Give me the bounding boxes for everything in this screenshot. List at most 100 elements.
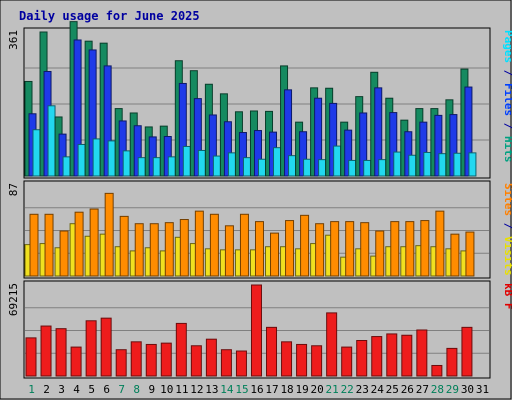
bar-kb-f — [386, 333, 398, 377]
x-tick-label: 22 — [341, 383, 354, 396]
x-tick-label: 31 — [476, 383, 489, 396]
bar-sites — [450, 233, 460, 277]
bar-kb-f — [416, 329, 428, 377]
bar-sites — [270, 232, 280, 277]
bar-kb-f — [25, 337, 37, 377]
x-tick-label: 29 — [446, 383, 459, 396]
bar-pages — [212, 155, 221, 177]
bar-kb-f — [266, 326, 278, 377]
panel-side-legend: Pages / Files / Hits — [502, 30, 512, 163]
x-tick-label: 13 — [205, 383, 218, 396]
bar-pages — [152, 157, 161, 177]
bar-sites — [149, 223, 159, 277]
bar-pages — [468, 152, 477, 177]
x-tick-label: 6 — [103, 383, 110, 396]
bar-sites — [360, 222, 370, 277]
bar-pages — [257, 158, 266, 177]
bar-sites — [254, 221, 264, 277]
bar-pages — [333, 145, 342, 177]
bar-kb-f — [311, 345, 323, 377]
bar-pages — [348, 159, 357, 177]
bar-pages — [107, 140, 116, 177]
legend-entry: Hits — [502, 136, 512, 163]
panel-kbf: 69215 kB F — [7, 280, 512, 379]
x-tick-label: 30 — [461, 383, 474, 396]
x-tick-label: 8 — [133, 383, 140, 396]
legend-entry: Files — [502, 83, 512, 116]
bar-pages — [122, 150, 131, 177]
bar-pages — [303, 158, 312, 177]
x-tick-label: 20 — [311, 383, 324, 396]
x-tick-label: 2 — [43, 383, 50, 396]
bar-pages — [62, 156, 71, 177]
x-tick-label: 4 — [73, 383, 80, 396]
bar-pages — [47, 105, 56, 177]
x-tick-label: 12 — [190, 383, 203, 396]
bar-sites — [179, 219, 189, 277]
bar-pages — [288, 155, 297, 177]
chart-panels: 361 Pages / Files / Hits 87 Sites / Visits 6… — [7, 21, 512, 379]
bar-kb-f — [55, 328, 67, 377]
x-tick-label: 11 — [175, 383, 188, 396]
x-tick-label: 9 — [148, 383, 155, 396]
x-tick-label: 18 — [280, 383, 293, 396]
bar-kb-f — [461, 326, 473, 377]
bar-pages — [363, 159, 372, 177]
bar-pages — [393, 151, 402, 177]
x-tick-label: 5 — [88, 383, 95, 396]
bar-pages — [453, 152, 462, 177]
bar-sites — [420, 220, 430, 277]
bar-pages — [167, 156, 176, 177]
bar-kb-f — [70, 346, 82, 377]
chart-title: Daily usage for June 2025 — [19, 9, 200, 23]
panel-max-label: 87 — [7, 183, 20, 196]
bar-sites — [224, 225, 234, 277]
bar-kb-f — [40, 325, 52, 377]
x-tick-label: 28 — [431, 383, 444, 396]
bar-sites — [44, 213, 54, 277]
bar-pages — [227, 152, 236, 177]
bar-sites — [300, 214, 310, 277]
panel-max-label: 69215 — [7, 283, 20, 316]
x-tick-label: 25 — [386, 383, 399, 396]
panel-side-legend: kB F — [502, 283, 512, 310]
bar-sites — [194, 210, 204, 277]
bar-sites — [89, 208, 99, 277]
bar-sites — [375, 230, 385, 277]
bar-sites — [134, 223, 144, 277]
bar-pages — [197, 149, 206, 177]
bar-sites — [119, 215, 129, 277]
bar-pages — [77, 143, 86, 177]
bar-pages — [242, 157, 251, 177]
legend-entry: kB F — [502, 283, 512, 310]
bar-pages — [318, 159, 327, 177]
bar-pages — [273, 147, 282, 177]
bar-sites — [315, 223, 325, 277]
bar-kb-f — [85, 320, 97, 377]
bar-kb-f — [431, 364, 443, 377]
bar-kb-f — [281, 341, 293, 377]
bar-kb-f — [175, 322, 187, 377]
bar-pages — [182, 145, 191, 177]
legend-entry: / — [502, 116, 512, 136]
bar-sites — [465, 231, 475, 277]
bar-sites — [164, 222, 174, 277]
panel-side-legend: Sites / Visits — [502, 183, 512, 276]
bar-kb-f — [371, 336, 383, 377]
bar-sites — [209, 213, 219, 277]
bar-sites — [435, 210, 445, 277]
bar-sites — [405, 221, 415, 277]
bar-sites — [29, 213, 39, 277]
bar-kb-f — [326, 312, 338, 377]
bar-sites — [330, 221, 340, 277]
x-tick-label: 3 — [58, 383, 65, 396]
bar-kb-f — [250, 284, 262, 377]
legend-entry: Pages — [502, 30, 512, 63]
bar-kb-f — [205, 338, 217, 377]
panel-hits-files-pages: 361 Pages / Files / Hits — [7, 21, 512, 179]
bar-sites — [345, 221, 355, 277]
bar-pages — [137, 157, 146, 177]
bar-pages — [438, 153, 447, 177]
bar-sites — [285, 220, 295, 277]
bar-kb-f — [356, 340, 368, 377]
